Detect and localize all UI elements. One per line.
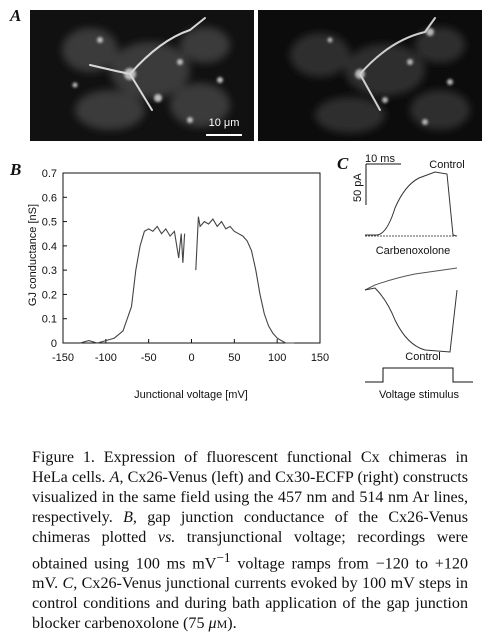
panel-label-a: A — [10, 6, 22, 25]
voltage-stimulus-trace — [365, 367, 473, 383]
conductance-series-2 — [195, 216, 295, 344]
caption-text-7: ). — [227, 615, 237, 633]
y-tick-label: 0.4 — [42, 241, 57, 253]
x-tick-label: 150 — [311, 352, 329, 364]
caption-unit: M — [216, 617, 228, 632]
caption-vs: vs. — [157, 529, 176, 546]
y-tick-label: 0.7 — [42, 168, 57, 180]
y-tick-label: 0 — [51, 338, 57, 350]
caption-a: A — [109, 469, 120, 486]
caption-text-5: voltage ramps from −120 to +120 mV. — [32, 555, 469, 593]
figure-caption: Figure 1. Expression of fluorescent func… — [32, 448, 468, 634]
plot-frame — [62, 172, 321, 344]
current-scale-label: 50 pA — [352, 173, 364, 202]
y-tick-label: 0.5 — [42, 217, 57, 229]
x-tick-label: -50 — [141, 352, 157, 364]
y-tick-label: 0.2 — [42, 289, 57, 301]
y-tick-label: 0.6 — [42, 192, 57, 204]
micrograph-right-cx30-ecfp — [258, 10, 482, 141]
plot-axes: 0 0.1 0.2 0.3 0.4 0.5 0.6 0.7 -150 -100 -50 0 50 100 1… — [42, 168, 329, 364]
x-tick-label: 100 — [268, 352, 286, 364]
caption-text-2: , Cx26-Venus (left) and Cx30-ECFP (right… — [32, 469, 468, 526]
control-trace-bottom — [364, 287, 458, 353]
current-traces-panel: 10 ms 50 pA Control Carbenoxolone Contro… — [352, 153, 473, 401]
plot-series — [79, 216, 295, 344]
caption-text-3: , gap junction conductance of the Cx26-V… — [32, 509, 468, 546]
y-tick-label: 0.3 — [42, 265, 57, 277]
caption-superscript: −1 — [216, 550, 231, 565]
voltage-stimulus-label: Voltage stimulus — [379, 389, 460, 401]
caption-mu: μ — [208, 615, 217, 633]
caption-b: B — [123, 509, 133, 526]
x-tick-label: -150 — [52, 352, 74, 364]
control-trace-top — [365, 171, 458, 237]
micrograph-panel: 10 μm — [30, 10, 482, 141]
caption-text-6: , Cx26-Venus junctional currents evoked … — [32, 575, 468, 633]
conductance-series-1 — [79, 225, 186, 344]
carbenoxolone-trace-bottom — [364, 267, 458, 291]
control-label-bottom: Control — [405, 351, 440, 363]
scale-bar-label: 10 μm — [209, 117, 240, 129]
x-tick-label: 50 — [228, 352, 240, 364]
micrograph-left-cx26-venus — [30, 10, 254, 141]
panel-label-b: B — [10, 160, 22, 179]
x-tick-label: -100 — [95, 352, 117, 364]
scale-bars — [365, 163, 401, 205]
x-axis-label: Junctional voltage [mV] — [134, 389, 248, 401]
conductance-plot: 0 0.1 0.2 0.3 0.4 0.5 0.6 0.7 -150 -100 -50 0 50 100 1… — [27, 168, 329, 401]
carbenoxolone-label: Carbenoxolone — [376, 245, 451, 257]
y-axis-label: GJ conductance [nS] — [27, 204, 39, 306]
x-tick-label: 0 — [188, 352, 194, 364]
panel-label-c: C — [337, 154, 349, 173]
y-tick-label: 0.1 — [42, 314, 57, 326]
control-label-top: Control — [429, 159, 464, 171]
caption-c: C — [62, 575, 74, 593]
caption-text-4: transjunctional voltage; recordings were… — [32, 529, 468, 573]
time-scale-label: 10 ms — [365, 153, 395, 165]
caption-lead: Figure 1. Expression of fluorescent func… — [32, 449, 468, 486]
